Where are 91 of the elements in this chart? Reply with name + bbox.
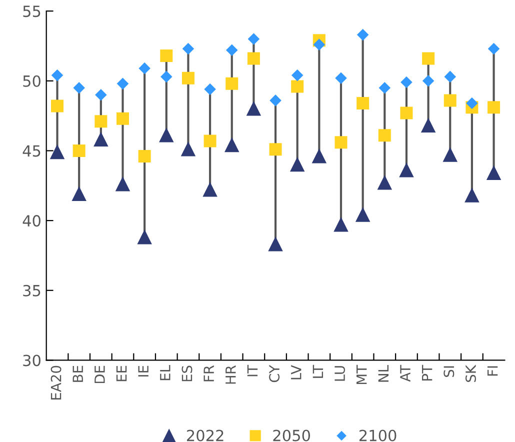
point [335,72,347,84]
point [52,70,63,81]
point [488,101,500,114]
y-tick-label: 55 [23,6,40,18]
x-tick-label: LT [312,364,324,378]
x-tick-label: LV [291,365,302,380]
point [246,102,261,116]
y-tick-label: 40 [22,215,40,227]
point [159,128,174,142]
point [181,142,196,156]
x-tick-label: HR [226,365,236,384]
legend-label: 2022 [187,430,224,442]
point [116,112,129,125]
point [465,188,479,202]
legend-label: 2050 [273,430,310,442]
point [488,43,500,54]
point [269,143,282,156]
x-tick-label: EA20 [50,366,62,400]
x-tick-label: NL [378,365,388,382]
x-tick-label: EL [160,365,170,380]
point [443,148,458,162]
point [94,132,108,146]
point [204,134,216,148]
point [138,230,152,244]
point [94,115,108,128]
x-tick-label: SK [465,364,476,382]
point [334,136,348,149]
point [400,76,412,88]
point [226,77,238,90]
point [334,218,348,232]
x-tick-label: IE [138,366,148,376]
point [51,100,64,112]
point [182,43,194,54]
point [226,44,238,56]
point [160,49,173,62]
point [204,84,216,95]
point [248,33,260,45]
point [160,71,172,82]
point [421,118,436,133]
point [444,94,456,107]
x-tick-label: SI [444,366,454,377]
point [72,144,86,157]
point [378,176,392,190]
point [247,52,260,65]
point [444,71,456,82]
x-tick-label: EE [116,366,127,382]
point [290,158,304,172]
point [357,29,368,40]
point [116,177,130,192]
point [138,62,150,74]
point [72,187,86,201]
y-tick-label: 50 [23,75,40,87]
point [379,82,390,94]
x-tick-label: PT [422,364,432,380]
y-tick-label: 30 [23,354,40,366]
point [50,145,64,160]
point [203,182,217,197]
point [270,94,282,106]
x-tick-label: ES [182,366,192,382]
point [182,72,194,84]
point [224,138,239,152]
point [117,78,128,90]
point [356,96,370,110]
point [314,38,325,50]
point [422,52,435,65]
x-tick-label: MT [356,364,367,384]
x-tick-label: BE [72,366,83,382]
point [138,150,151,163]
x-tick-label: IT [247,364,258,376]
legend-label: 2100 [359,430,396,442]
x-tick-label: AT [400,364,410,382]
y-tick-label: 45 [22,145,40,157]
point [95,89,107,100]
point [73,82,85,94]
y-tick-label: 35 [23,284,40,296]
point [486,166,501,180]
point [422,75,434,86]
point [291,80,304,93]
x-tick-label: LU [334,366,346,381]
point [268,237,282,252]
point [400,163,414,178]
point [356,208,370,222]
x-tick-label: FR [204,365,214,382]
point [466,98,478,109]
x-tick-label: FI [487,366,498,376]
point [292,70,303,81]
x-tick-label: DE [94,366,105,384]
x-tick-label: CY [269,364,280,382]
point [400,106,413,120]
point [378,129,391,142]
point [312,149,326,164]
